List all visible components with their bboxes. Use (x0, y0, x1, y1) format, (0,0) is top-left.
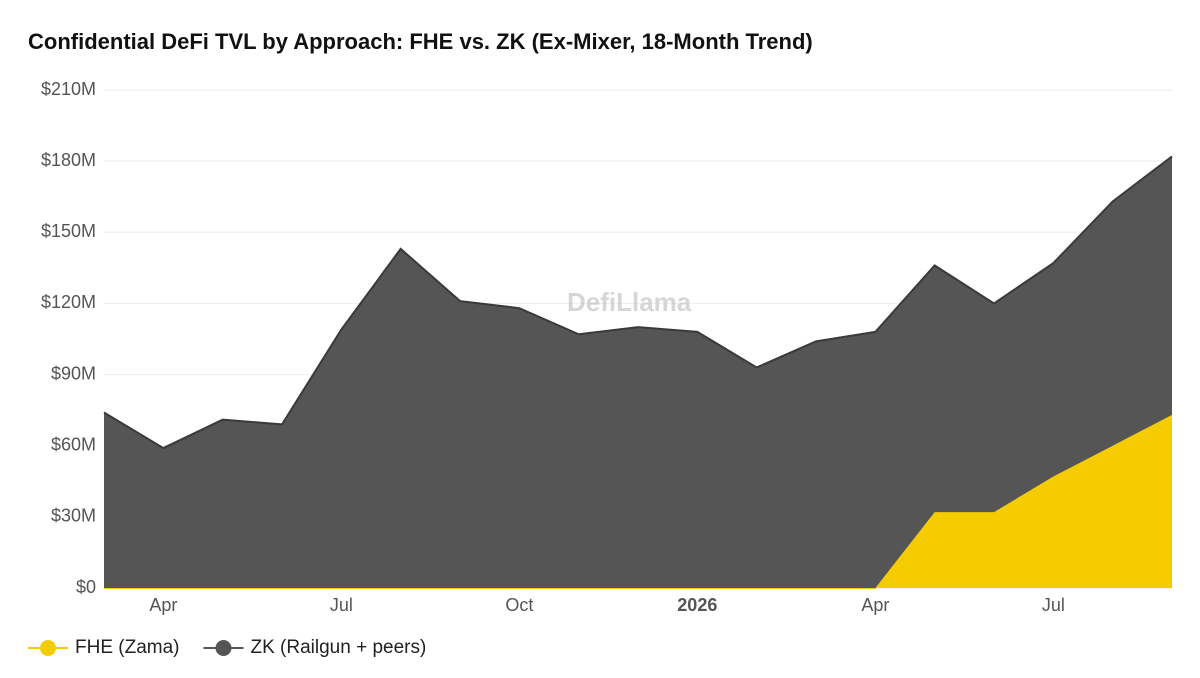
legend-marker (40, 640, 56, 656)
x-tick-label: Jul (1042, 595, 1065, 615)
legend-label: ZK (Railgun + peers) (251, 637, 427, 658)
legend-marker (215, 640, 232, 656)
chart-title: Confidential DeFi TVL by Approach: FHE v… (28, 29, 813, 54)
y-tick-label: $60M (51, 434, 96, 454)
x-tick-label: Apr (861, 595, 889, 615)
x-tick-label: Jul (330, 595, 353, 615)
y-tick-label: $90M (51, 363, 96, 383)
area (104, 156, 1172, 588)
y-tick-label: $30M (51, 506, 96, 526)
x-tick-label: 2026 (677, 595, 717, 615)
area (104, 414, 1172, 588)
y-tick-label: $150M (41, 221, 96, 241)
x-tick-label: Oct (505, 595, 533, 615)
area-line (103, 155, 1173, 450)
watermark: DefiLlama (567, 287, 692, 317)
y-tick-label: $180M (41, 150, 96, 170)
x-tick-label: Apr (149, 595, 177, 615)
legend-label: FHE (Zama) (75, 637, 180, 658)
y-tick-label: $210M (41, 79, 96, 99)
y-tick-label: $120M (41, 292, 96, 312)
y-tick-label: $0 (76, 577, 96, 597)
